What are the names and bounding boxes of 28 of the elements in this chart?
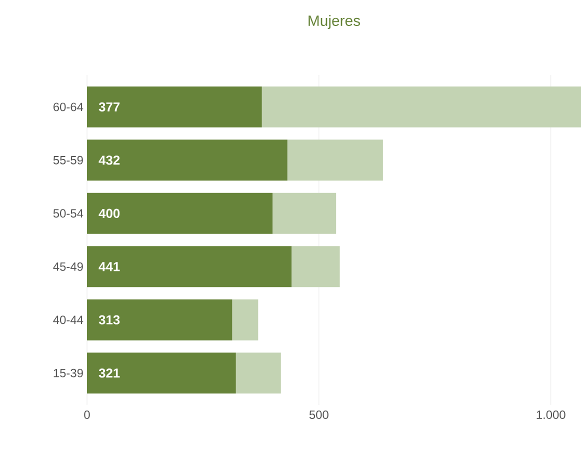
data-label: 321: [98, 368, 120, 378]
bar: [262, 86, 581, 128]
x-tick-label: 0: [84, 410, 90, 419]
bar: [87, 352, 236, 394]
bar: [87, 140, 288, 181]
bar: [292, 246, 340, 288]
x-tick-label: 500: [309, 410, 328, 419]
y-tick-label: 55-59: [53, 156, 83, 164]
bar: [232, 299, 258, 340]
chart-title: Mujeres: [308, 15, 360, 29]
data-label: 313: [98, 315, 120, 324]
bar: [87, 299, 232, 340]
bar: [236, 352, 281, 394]
bar: [87, 86, 262, 128]
data-label: 441: [98, 262, 120, 272]
bar: [87, 192, 273, 234]
data-label: 400: [98, 208, 120, 218]
bar: [287, 140, 383, 181]
y-tick-label: 40-44: [53, 316, 84, 324]
y-tick-label: 15-39: [54, 368, 83, 378]
bar: [87, 246, 292, 288]
data-label: 432: [98, 156, 120, 165]
bar: [272, 192, 336, 234]
x-tick-label: 1.000: [536, 410, 566, 419]
y-tick-label: 60-64: [54, 102, 84, 112]
data-label: 377: [98, 102, 120, 112]
y-tick-label: 45-49: [53, 262, 83, 271]
y-tick-label: 50-54: [53, 209, 84, 218]
